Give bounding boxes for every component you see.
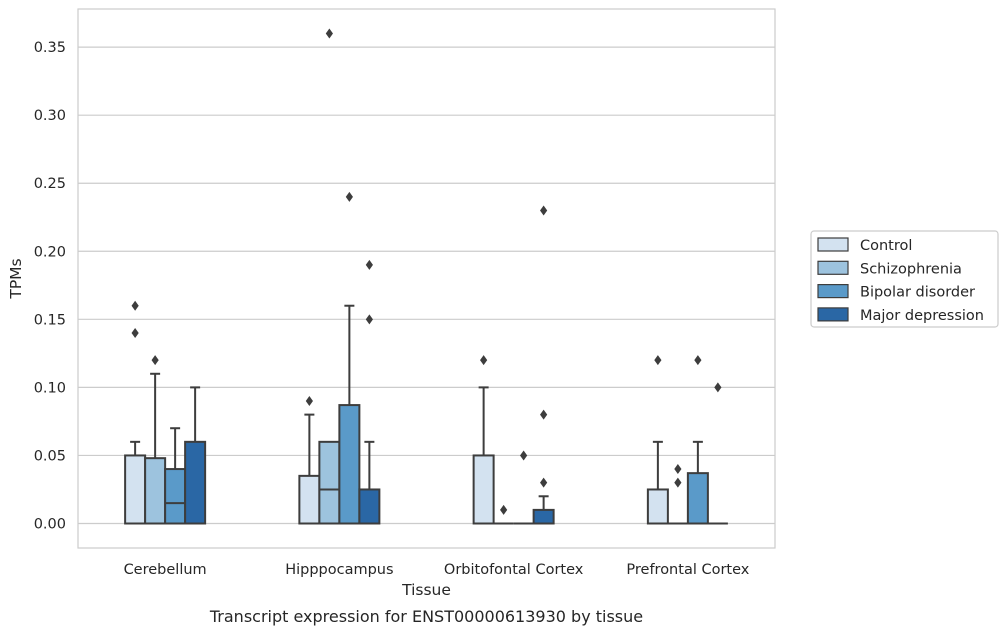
outlier-point	[305, 396, 313, 406]
outlier-point	[345, 191, 353, 202]
y-tick-label: 0.35	[34, 40, 66, 56]
y-axis-ticks: 0.00 0.05 0.10 0.15 0.20 0.25 0.30 0.35	[34, 40, 66, 532]
outlier-point	[151, 355, 159, 366]
y-tick-label: 0.20	[34, 244, 66, 260]
legend-label: Bipolar disorder	[860, 285, 975, 301]
box	[646, 488, 669, 525]
series-0	[124, 300, 669, 525]
box	[298, 474, 321, 525]
box	[686, 472, 709, 525]
outlier-point	[674, 464, 682, 475]
outlier-point	[365, 259, 373, 270]
y-tick-label: 0.00	[34, 517, 66, 533]
box-series	[124, 28, 728, 525]
outlier-point	[480, 355, 488, 366]
outlier-point	[500, 504, 508, 515]
outlier-point	[540, 205, 548, 216]
y-tick-label: 0.05	[34, 448, 66, 464]
series-1	[144, 28, 688, 525]
legend-swatch	[817, 284, 849, 299]
outlier-point	[540, 477, 548, 488]
legend-swatch	[817, 307, 849, 322]
outlier-point	[694, 355, 702, 366]
series-3	[184, 205, 728, 525]
outlier-point	[654, 355, 662, 366]
chart-caption: Transcript expression for ENST0000061393…	[209, 607, 643, 626]
x-tick-label: Prefrontal Cortex	[626, 562, 749, 578]
outlier-point	[520, 450, 528, 461]
box	[318, 440, 341, 525]
outlier-point	[325, 28, 333, 39]
y-axis-label: TPMs	[7, 258, 25, 299]
y-tick-label: 0.30	[34, 108, 66, 124]
y-tick-label: 0.15	[34, 312, 66, 328]
box	[472, 454, 495, 525]
x-tick-label: Cerebellum	[124, 562, 207, 578]
outlier-point	[365, 314, 373, 325]
legend: Control Schizophrenia Bipolar disorder Majo…	[810, 230, 999, 328]
plot-area-frame	[77, 8, 776, 549]
outlier-point	[131, 300, 139, 311]
legend-frame	[810, 230, 999, 328]
box	[358, 488, 381, 525]
box	[144, 457, 167, 525]
x-axis-ticks: Cerebellum Hipppocampus Orbitofontal Corte…	[124, 562, 750, 578]
box	[532, 508, 555, 525]
legend-swatch	[817, 237, 849, 252]
y-tick-label: 0.25	[34, 176, 66, 192]
legend-label: Major depression	[860, 308, 984, 324]
box	[164, 468, 187, 525]
series-2	[164, 191, 709, 525]
box	[184, 440, 207, 525]
grid-lines	[78, 46, 775, 525]
outlier-point	[131, 327, 139, 338]
box	[124, 454, 147, 525]
outlier-point	[714, 382, 722, 393]
legend-label: Schizophrenia	[860, 261, 962, 277]
y-tick-label: 0.10	[34, 380, 66, 396]
x-tick-label: Hipppocampus	[285, 562, 393, 578]
legend-label: Control	[860, 238, 912, 254]
legend-swatch	[817, 260, 849, 275]
outlier-point	[674, 477, 682, 488]
box	[338, 404, 361, 525]
outlier-point	[540, 409, 548, 420]
x-axis-label: Tissue	[401, 581, 451, 599]
x-tick-label: Orbitofontal Cortex	[444, 562, 584, 578]
